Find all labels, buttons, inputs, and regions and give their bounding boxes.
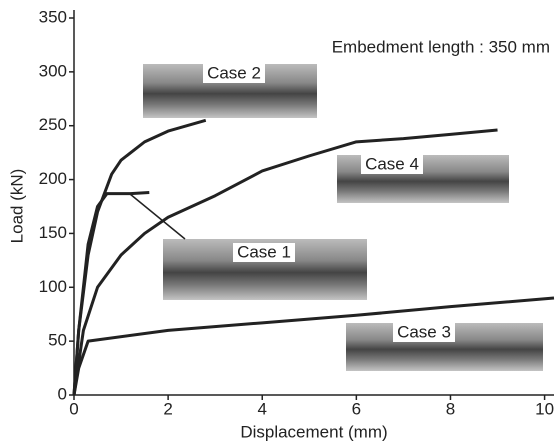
y-tick-label: 150	[39, 223, 67, 242]
case-label: Case 1	[237, 242, 291, 261]
y-tick-label: 50	[48, 331, 67, 350]
x-tick-label: 0	[69, 399, 78, 418]
load-curve	[72, 296, 555, 396]
specimen-photos: Case 2 Case 4 Case 1 Case 3	[143, 63, 543, 371]
load-curve	[72, 190, 150, 396]
x-tick-label: 6	[352, 399, 361, 418]
y-tick-label: 300	[39, 61, 67, 80]
case-label: Case 3	[397, 322, 451, 341]
annotation: Embedment length : 350 mm	[332, 37, 550, 56]
x-tick-label: 4	[258, 399, 267, 418]
y-axis-label: Load (kN)	[7, 169, 26, 244]
case-label: Case 2	[207, 63, 261, 82]
label-box	[393, 323, 455, 342]
y-tick-label: 0	[58, 384, 67, 403]
x-tick-label: 2	[163, 399, 172, 418]
load-curve	[72, 128, 498, 396]
label-box	[233, 243, 295, 262]
x-tick-label: 8	[446, 399, 455, 418]
y-tick-label: 350	[39, 7, 67, 26]
load-curve	[72, 118, 207, 396]
y-tick-label: 250	[39, 115, 67, 134]
x-axis-label: Displacement (mm)	[240, 422, 387, 441]
label-box	[361, 155, 423, 174]
y-tick-label: 200	[39, 169, 67, 188]
x-tick-label: 10	[535, 399, 554, 418]
case-label: Case 4	[365, 154, 419, 173]
label-box	[203, 64, 265, 83]
y-tick-label: 100	[39, 277, 67, 296]
leader-line	[129, 193, 186, 240]
